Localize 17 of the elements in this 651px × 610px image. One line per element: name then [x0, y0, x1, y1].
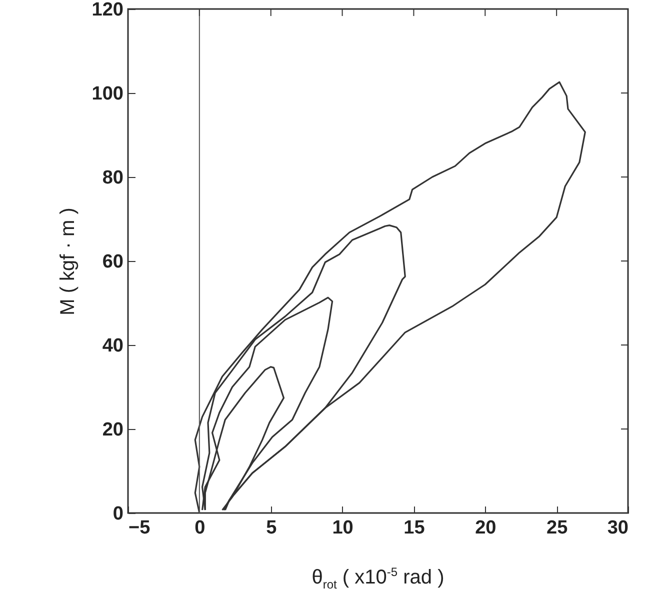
x-tick-label: −5 [128, 518, 151, 538]
x-tick-label: 5 [266, 518, 278, 538]
x-tick-label: 30 [607, 518, 628, 538]
x-tick-label: 0 [194, 518, 206, 538]
y-tick-label: 100 [92, 84, 124, 104]
y-axis-title: M ( kgf · m ) [56, 208, 79, 316]
y-tick-label: 20 [102, 420, 124, 440]
x-tick-label: 15 [404, 518, 426, 538]
y-tick-label: 40 [102, 336, 124, 356]
x-tick-label: 10 [332, 518, 354, 538]
y-tick-label: 120 [92, 0, 124, 20]
x-tick-label: 20 [475, 518, 496, 538]
x-tick-label: 25 [546, 518, 568, 538]
y-tick-label: 80 [102, 168, 124, 188]
y-tick-label: 0 [112, 504, 124, 524]
x-axis-title: θ$_{rot}$ ( x10$^{-5}$ rad ) [310, 565, 446, 592]
y-tick-label: 60 [102, 252, 124, 272]
